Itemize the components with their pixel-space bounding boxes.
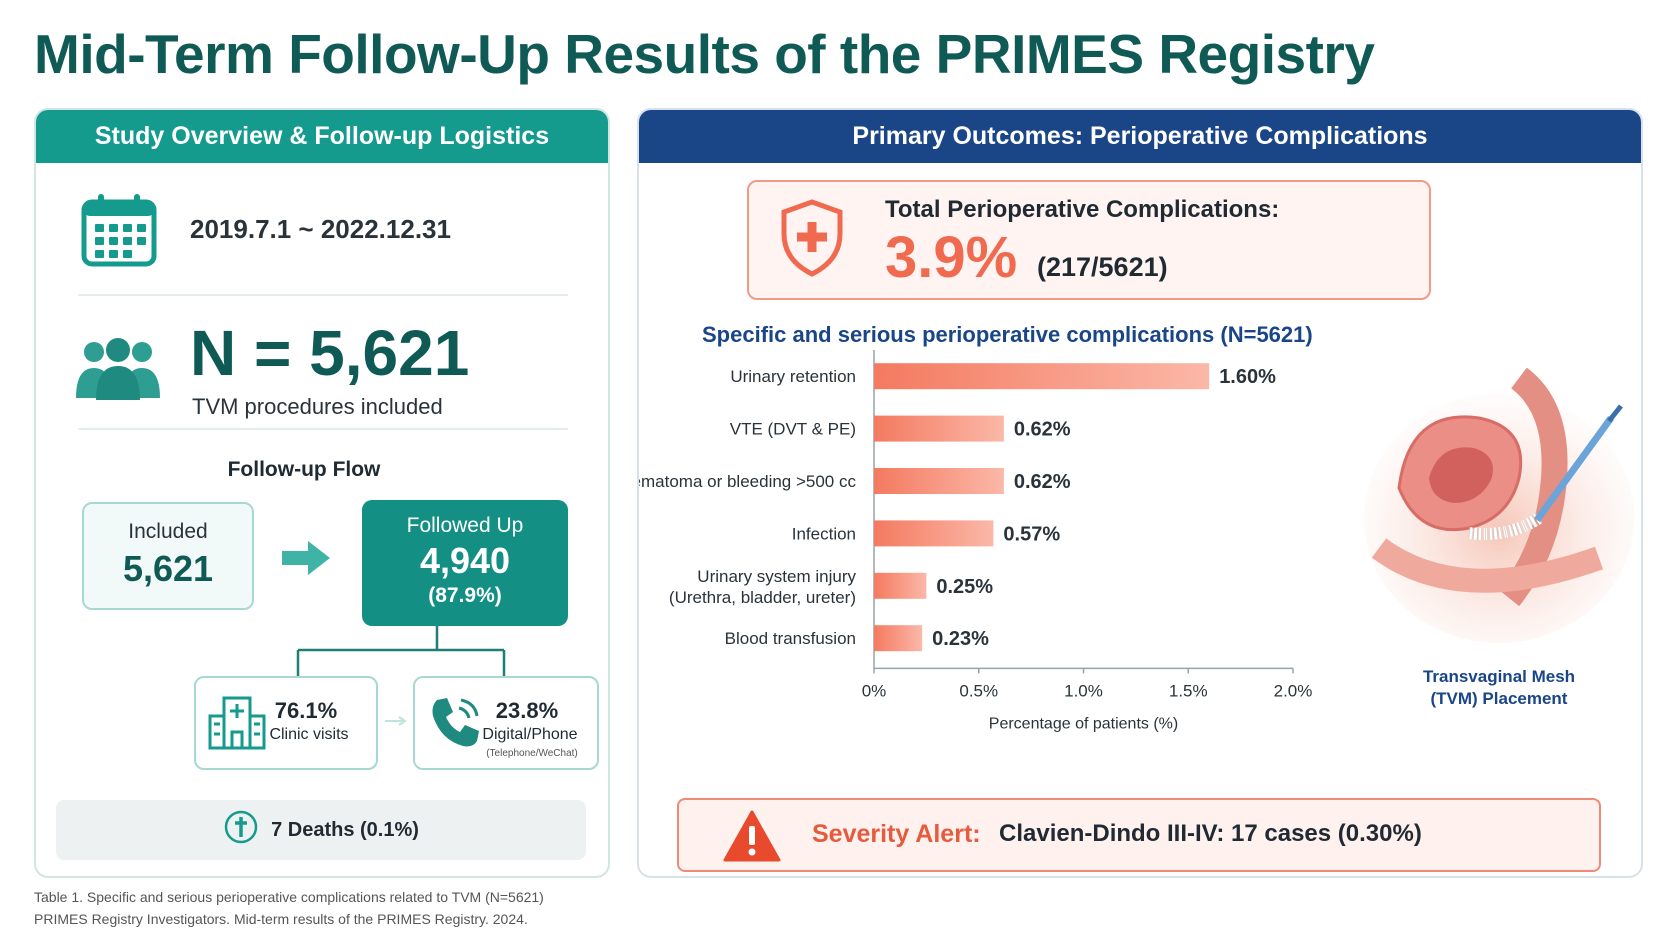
cross-icon bbox=[223, 809, 259, 851]
people-icon bbox=[76, 338, 160, 405]
deaths-text: 7 Deaths (0.1%) bbox=[271, 818, 419, 841]
arrow-right-icon bbox=[280, 538, 332, 583]
category-label-3: Infection bbox=[792, 524, 856, 543]
footnote-line2: PRIMES Registry Investigators. Mid-term … bbox=[34, 911, 528, 927]
included-box: Included 5,621 bbox=[82, 502, 254, 610]
illustration-caption-line2: (TVM) Placement bbox=[1430, 689, 1568, 708]
study-overview-panel: Study Overview & Follow-up Logistics 201… bbox=[34, 108, 610, 878]
digital-phone-label: Digital/Phone bbox=[482, 726, 578, 743]
bar-2 bbox=[874, 468, 1004, 494]
study-overview-header: Study Overview & Follow-up Logistics bbox=[36, 110, 608, 163]
small-arrow-icon bbox=[385, 714, 409, 732]
bar-0 bbox=[874, 363, 1210, 390]
footnote-line1: Table 1. Specific and serious perioperat… bbox=[34, 889, 544, 905]
severity-alert-box: Severity Alert: Clavien-Dindo III-IV: 17… bbox=[677, 798, 1601, 872]
shield-medical-icon bbox=[779, 198, 845, 283]
x-tick-label-4: 2.0% bbox=[1274, 681, 1313, 700]
bar-4 bbox=[874, 572, 927, 599]
sample-size-caption: TVM procedures included bbox=[192, 394, 443, 419]
category-label-0: Urinary retention bbox=[730, 367, 856, 386]
bar-value-label-5: 0.23% bbox=[932, 628, 989, 650]
bar-1 bbox=[874, 415, 1004, 442]
follow-up-flow-title: Follow-up Flow bbox=[227, 458, 381, 481]
illustration-caption-line1: Transvaginal Mesh bbox=[1422, 667, 1576, 686]
followed-up-percent: (87.9%) bbox=[428, 584, 502, 607]
included-label: Included bbox=[128, 520, 208, 543]
bar-value-label-2: 0.62% bbox=[1014, 471, 1071, 493]
illustration-caption: Transvaginal Mesh (TVM) Placement bbox=[1399, 666, 1599, 710]
x-tick-label-2: 1.0% bbox=[1064, 681, 1103, 700]
bar-3 bbox=[874, 520, 994, 547]
total-complications-value: 3.9% bbox=[885, 225, 1018, 290]
chart-title: Specific and serious perioperative compl… bbox=[702, 322, 1313, 347]
followed-up-value: 4,940 bbox=[419, 540, 511, 581]
category-label-5: Blood transfusion bbox=[725, 629, 856, 648]
phone-icon bbox=[427, 694, 483, 755]
severity-alert-label: Severity Alert: bbox=[812, 820, 981, 848]
primary-outcomes-header: Primary Outcomes: Perioperative Complica… bbox=[639, 110, 1641, 163]
primary-outcomes-panel: Primary Outcomes: Perioperative Complica… bbox=[637, 108, 1643, 878]
complications-bar-chart: 1.60% Urinary retention 0.62% VTE (DVT & PE… bbox=[639, 350, 1313, 732]
clinic-visits-box: 76.1% Clinic visits bbox=[194, 676, 378, 770]
total-complications-fraction: (217/5621) bbox=[1037, 252, 1168, 282]
digital-phone-box: 23.8% Digital/Phone (Telephone/WeChat) bbox=[413, 676, 599, 770]
tvm-placement-illustration bbox=[1359, 348, 1639, 653]
warning-icon bbox=[723, 810, 781, 867]
deaths-summary: 7 Deaths (0.1%) bbox=[56, 800, 586, 860]
calendar-icon bbox=[80, 192, 158, 275]
x-tick-label-0: 0% bbox=[862, 681, 887, 700]
digital-phone-detail: (Telephone/WeChat) bbox=[486, 748, 578, 759]
bar-value-label-0: 1.60% bbox=[1219, 366, 1276, 388]
category-label-4: Urinary system injury bbox=[697, 567, 856, 586]
footnote: Table 1. Specific and serious perioperat… bbox=[34, 886, 544, 930]
total-complications-label: Total Perioperative Complications: bbox=[885, 196, 1280, 223]
clinic-visits-label: Clinic visits bbox=[269, 726, 349, 743]
followed-up-label: Followed Up bbox=[406, 514, 524, 537]
total-complications-box: Total Perioperative Complications: 3.9% … bbox=[747, 180, 1431, 300]
bar-value-label-4: 0.25% bbox=[936, 576, 993, 598]
hospital-icon bbox=[208, 694, 266, 755]
bar-value-label-3: 0.57% bbox=[1003, 523, 1060, 545]
severity-alert-value: Clavien-Dindo III-IV: 17 cases (0.30%) bbox=[999, 820, 1422, 847]
page-title: Mid-Term Follow-Up Results of the PRIMES… bbox=[34, 23, 1375, 85]
digital-phone-percent: 23.8% bbox=[495, 698, 559, 723]
followed-up-box: Followed Up 4,940 (87.9%) bbox=[362, 500, 568, 626]
included-value: 5,621 bbox=[122, 548, 214, 589]
category-label-2: Hematoma or bleeding >500 cc bbox=[639, 472, 856, 491]
flow-connector bbox=[296, 626, 506, 685]
sample-size: N = 5,621 bbox=[190, 317, 470, 389]
bar-5 bbox=[874, 625, 923, 652]
category-label-1: VTE (DVT & PE) bbox=[730, 420, 856, 439]
bar-value-label-1: 0.62% bbox=[1014, 419, 1071, 441]
x-axis-title: Percentage of patients (%) bbox=[989, 715, 1178, 732]
x-tick-label-3: 1.5% bbox=[1169, 681, 1208, 700]
divider bbox=[78, 294, 568, 296]
category-label-4: (Urethra, bladder, ureter) bbox=[669, 588, 856, 607]
clinic-visits-percent: 76.1% bbox=[274, 698, 338, 723]
divider bbox=[78, 428, 568, 430]
study-date-range: 2019.7.1 ~ 2022.12.31 bbox=[190, 214, 451, 244]
x-tick-label-1: 0.5% bbox=[959, 681, 998, 700]
